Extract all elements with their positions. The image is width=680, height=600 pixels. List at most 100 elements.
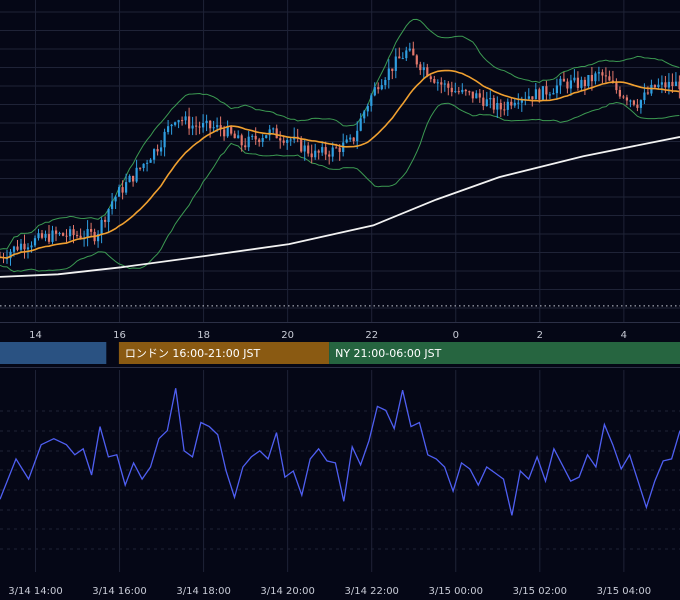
candle-body xyxy=(573,77,576,81)
session-band-label: NY 21:00-06:00 JST xyxy=(335,347,442,360)
candle-body xyxy=(415,55,418,65)
candle-body xyxy=(76,235,79,237)
candle-body xyxy=(167,126,170,132)
candle-body xyxy=(615,82,618,91)
session-band-label: ロンドン 16:00-21:00 JST xyxy=(125,347,261,360)
candle-body xyxy=(632,100,635,105)
candle-body xyxy=(188,116,191,129)
candle-body xyxy=(160,147,163,152)
candle-body xyxy=(26,247,30,250)
candle-body xyxy=(433,79,436,83)
price-x-tick-label: 20 xyxy=(281,330,294,341)
candle-body xyxy=(492,98,495,110)
candle-body xyxy=(660,82,663,85)
candle-body xyxy=(454,91,457,93)
price-x-axis: 14 16 18 20 22 0 2 4 xyxy=(29,330,627,341)
candle-body xyxy=(58,233,61,235)
candle-body xyxy=(163,131,166,148)
candle-body xyxy=(597,72,600,74)
candle-body xyxy=(534,89,537,100)
candle-body xyxy=(363,111,366,119)
candle-body xyxy=(195,125,198,127)
candle-body xyxy=(254,135,257,140)
candle-body xyxy=(104,219,107,222)
candle-body xyxy=(289,139,292,141)
candle-body xyxy=(33,238,37,246)
candle-body xyxy=(282,140,285,143)
candle-body xyxy=(373,87,376,96)
bollinger-bands xyxy=(0,18,680,273)
price-x-tick-label: 22 xyxy=(365,330,378,341)
candle-body xyxy=(184,116,187,121)
candle-body xyxy=(72,229,75,236)
candle-body xyxy=(513,102,516,106)
bollinger-upper-band xyxy=(0,18,680,250)
candle-body xyxy=(170,124,173,127)
candle-body xyxy=(258,139,261,142)
price-x-tick-label: 0 xyxy=(453,330,459,341)
candle-body xyxy=(643,92,646,101)
candle-body xyxy=(450,87,453,93)
price-x-tick-label: 16 xyxy=(113,330,126,341)
candle-body xyxy=(310,153,313,158)
candle-body xyxy=(394,56,397,71)
candlesticks xyxy=(0,41,680,266)
price-x-tick-label: 18 xyxy=(197,330,210,341)
candle-body xyxy=(19,243,23,250)
candle-body xyxy=(475,93,478,99)
candle-body xyxy=(436,82,439,84)
candle-body xyxy=(377,87,380,90)
candle-body xyxy=(16,246,19,250)
candle-body xyxy=(223,129,226,137)
candle-body xyxy=(646,92,649,94)
candle-body xyxy=(307,145,310,154)
candle-body xyxy=(401,58,404,60)
candle-body xyxy=(244,145,247,148)
candle-body xyxy=(471,91,474,99)
candle-body xyxy=(464,89,467,92)
candle-body xyxy=(384,80,387,86)
candle-body xyxy=(146,162,149,164)
oscillator-x-tick-label: 3/14 20:00 xyxy=(260,586,314,597)
candle-body xyxy=(37,233,40,239)
candle-body xyxy=(12,246,16,252)
oscillator-series-line xyxy=(0,388,680,516)
price-x-tick-label: 14 xyxy=(29,330,42,341)
moving-average-short-line xyxy=(0,69,680,259)
candle-body xyxy=(412,48,415,56)
candle-body xyxy=(636,104,639,108)
candle-body xyxy=(576,77,579,88)
candle-body xyxy=(667,81,670,88)
candle-body xyxy=(135,167,138,182)
candle-body xyxy=(226,126,229,137)
candle-body xyxy=(499,103,502,110)
candle-body xyxy=(398,56,401,59)
candle-body xyxy=(541,86,544,100)
session-band xyxy=(329,342,680,364)
candle-body xyxy=(205,120,208,123)
session-band xyxy=(118,342,330,364)
candle-body xyxy=(142,163,145,168)
candle-body xyxy=(209,120,212,129)
candle-body xyxy=(370,95,373,106)
candle-body xyxy=(531,96,534,100)
candle-body xyxy=(387,68,390,80)
candle-body xyxy=(447,83,450,88)
candle-body xyxy=(587,75,590,86)
candle-body xyxy=(121,187,124,193)
candle-body xyxy=(506,101,509,110)
candle-body xyxy=(678,81,680,89)
candle-body xyxy=(303,145,306,152)
candle-body xyxy=(335,147,338,149)
candle-body xyxy=(86,229,89,238)
candle-body xyxy=(132,175,135,182)
oscillator-x-tick-label: 3/14 14:00 xyxy=(8,586,62,597)
candle-body xyxy=(443,83,446,85)
candle-body xyxy=(405,50,408,59)
oscillator-x-tick-label: 3/14 16:00 xyxy=(92,586,146,597)
candle-body xyxy=(198,126,201,128)
candle-body xyxy=(510,101,513,106)
candle-body xyxy=(380,85,383,90)
candle-body xyxy=(324,147,327,155)
